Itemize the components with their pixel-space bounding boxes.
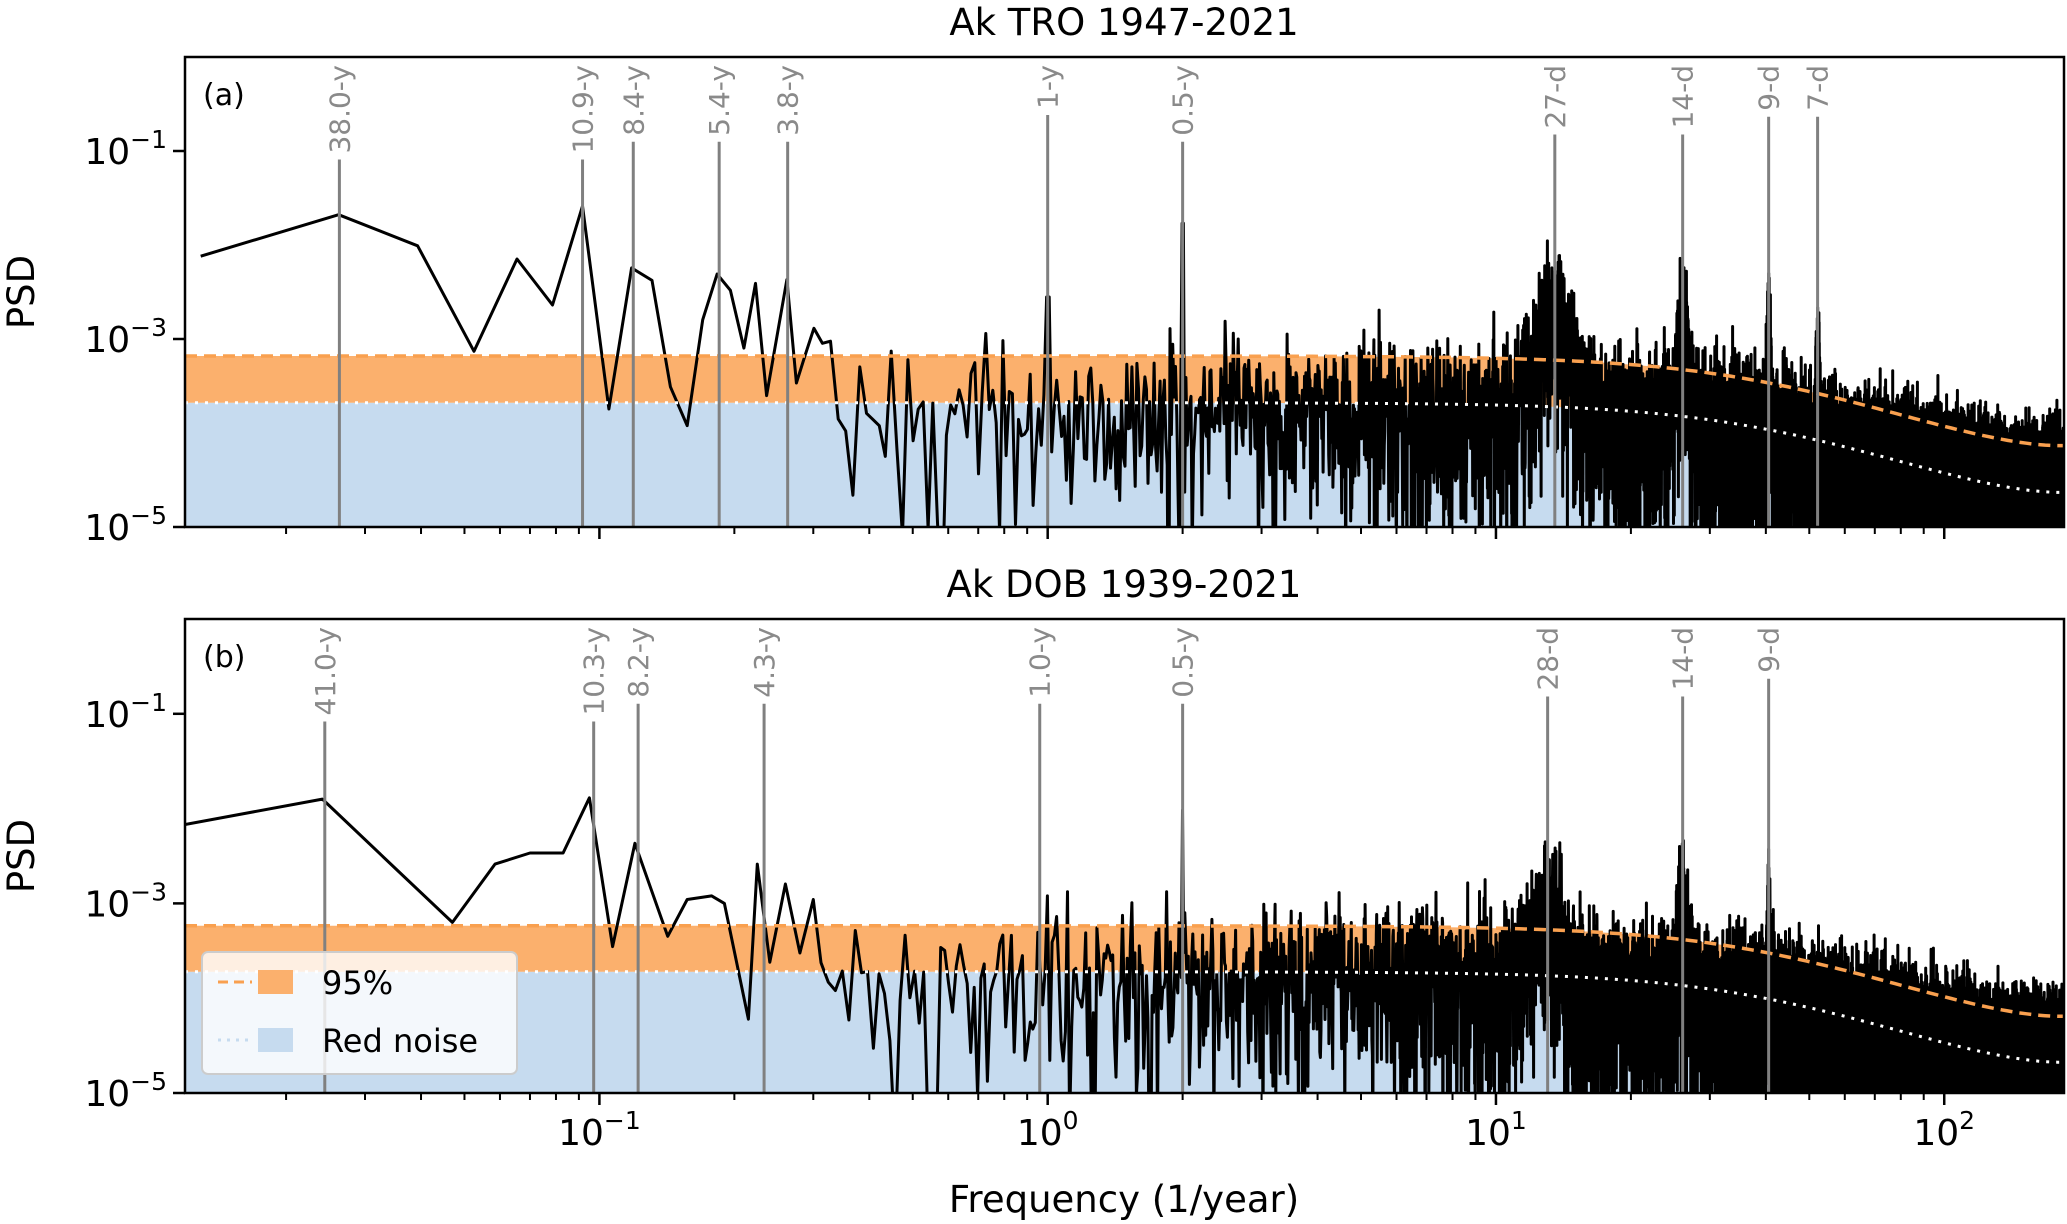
x-tick-label: 101 — [1465, 1106, 1527, 1154]
legend-red-noise-label: Red noise — [322, 1022, 478, 1060]
period-label: 9-d — [1753, 627, 1786, 673]
plot-area — [185, 796, 2064, 1093]
x-tick-label: 100 — [1017, 1106, 1079, 1154]
period-label: 0.5-y — [1167, 65, 1200, 136]
x-tick-label-base: 10 — [1913, 1113, 1959, 1154]
x-tick-label: 102 — [1913, 1106, 1975, 1154]
y-tick-label-base: 10 — [84, 508, 130, 549]
y-tick-label-base: 10 — [84, 884, 130, 925]
legend-95-patch — [258, 970, 293, 994]
axes-frame — [183, 617, 2066, 1095]
period-label: 9-d — [1753, 65, 1786, 111]
x-tick-label: 10−1 — [558, 1106, 641, 1154]
confidence-95-dashed-line — [185, 924, 2064, 1019]
y-tick-label-base: 10 — [84, 320, 130, 361]
y-tick-label-base: 10 — [84, 132, 130, 173]
y-tick-label: 10−1 — [84, 688, 167, 736]
y-tick-label: 10−3 — [84, 877, 167, 925]
period-markers: 41.0-y 10.3-y 8.2-y 4.3-y 1.0-y 0.5-y 28-d 14-d… — [309, 627, 1786, 1093]
y-ticks: 10−510−310−1 — [84, 688, 185, 1115]
period-label: 14-d — [1667, 65, 1700, 129]
period-label: 14-d — [1667, 627, 1700, 691]
period-label: 28-d — [1532, 627, 1565, 691]
period-label: 0.5-y — [1167, 627, 1200, 698]
confidence-95-dashed-line — [185, 354, 2064, 448]
period-markers: 38.0-y 10.9-y 8.4-y 5.4-y 3.8-y 1-y 0.5-y 27-d 1… — [323, 65, 1835, 527]
y-tick-label: 10−5 — [84, 501, 167, 549]
y-tick-label-exponent: −3 — [130, 313, 167, 342]
period-label: 10.3-y — [578, 627, 611, 716]
panel-b: 41.0-y 10.3-y 8.2-y 4.3-y 1.0-y 0.5-y 28-d 14-d… — [84, 617, 2066, 1154]
panel-a-y-axis-label: PSD — [0, 255, 43, 329]
period-label: 7-d — [1802, 65, 1835, 111]
period-label: 41.0-y — [309, 627, 342, 716]
period-label: 10.9-y — [567, 65, 600, 154]
period-label: 5.4-y — [703, 65, 736, 136]
period-label: 8.2-y — [622, 627, 655, 698]
x-tick-label-base: 10 — [558, 1113, 604, 1154]
x-tick-label-base: 10 — [1465, 1113, 1511, 1154]
y-tick-label: 10−1 — [84, 125, 167, 173]
period-label: 27-d — [1539, 65, 1572, 129]
psd-spectrum-line — [200, 204, 2064, 527]
y-tick-label-exponent: −1 — [130, 688, 167, 717]
y-tick-label-exponent: −1 — [130, 125, 167, 154]
period-label: 8.4-y — [617, 65, 650, 136]
legend-95-label: 95% — [322, 964, 393, 1002]
y-tick-label: 10−3 — [84, 313, 167, 361]
axes-frame — [183, 55, 2066, 529]
x-tick-label-exponent: 0 — [1063, 1106, 1079, 1135]
x-ticks — [285, 527, 1946, 539]
panel-a-title: Ak TRO 1947-2021 — [949, 1, 1298, 44]
period-label: 4.3-y — [748, 627, 781, 698]
panel-b-y-axis-label: PSD — [0, 819, 43, 893]
x-tick-label-exponent: −1 — [604, 1106, 641, 1135]
x-tick-label-exponent: 1 — [1511, 1106, 1527, 1135]
y-tick-label-base: 10 — [84, 1074, 130, 1115]
panel-label: (a) — [203, 78, 245, 113]
plot-area — [185, 204, 2064, 527]
y-tick-label: 10−5 — [84, 1067, 167, 1115]
y-ticks: 10−510−310−1 — [84, 125, 185, 549]
x-ticks: 10−1 100 101 102 — [285, 1093, 1975, 1154]
y-tick-label-exponent: −5 — [130, 1067, 167, 1096]
legend-red-noise-patch — [258, 1028, 293, 1052]
x-tick-label-base: 10 — [1017, 1113, 1063, 1154]
y-tick-label-exponent: −5 — [130, 501, 167, 530]
period-label: 38.0-y — [323, 65, 356, 154]
y-tick-label-exponent: −3 — [130, 877, 167, 906]
legend: 95% Red noise — [201, 951, 518, 1075]
panel-a: 38.0-y 10.9-y 8.4-y 5.4-y 3.8-y 1-y 0.5-y 27-d 1… — [84, 55, 2066, 549]
panel-b-title: Ak DOB 1939-2021 — [947, 563, 1302, 606]
x-axis-label: Frequency (1/year) — [949, 1178, 1299, 1221]
period-label: 1.0-y — [1024, 627, 1057, 698]
y-tick-label-base: 10 — [84, 695, 130, 736]
period-label: 1-y — [1032, 65, 1065, 109]
period-label: 3.8-y — [772, 65, 805, 136]
x-tick-label-exponent: 2 — [1959, 1106, 1975, 1135]
panel-label: (b) — [203, 640, 245, 675]
